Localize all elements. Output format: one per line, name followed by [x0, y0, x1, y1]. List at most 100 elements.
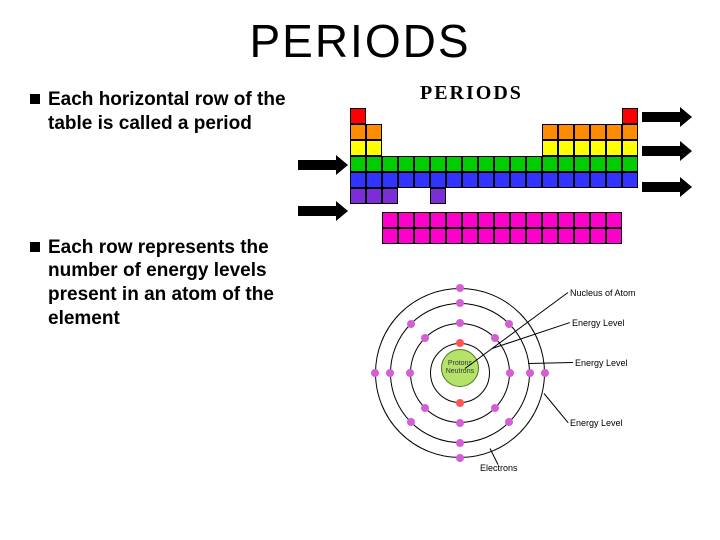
ptable-cell — [590, 140, 606, 156]
ptable-cell — [430, 188, 446, 204]
ptable-cell — [398, 172, 414, 188]
ptable-cell — [606, 156, 622, 172]
ptable-cell — [574, 212, 590, 228]
periodic-table-label: PERIODS — [420, 82, 523, 105]
bullet-icon — [30, 94, 40, 104]
ptable-cell — [526, 212, 542, 228]
ptable-cell — [462, 212, 478, 228]
period-arrow-icon — [642, 182, 682, 192]
ptable-cell — [542, 212, 558, 228]
period-arrow-icon — [298, 160, 338, 170]
ptable-cell — [574, 228, 590, 244]
ptable-cell — [382, 172, 398, 188]
ptable-cell — [510, 228, 526, 244]
period-arrow-icon — [642, 146, 682, 156]
annotation-label: Energy Level — [572, 318, 625, 328]
ptable-cell — [590, 124, 606, 140]
slide-title: PERIODS — [0, 0, 720, 68]
electron — [456, 454, 464, 462]
annotation-label: Nucleus of Atom — [570, 288, 636, 298]
atom-diagram: Protons Neutrons Nucleus of Atom Energy L… — [320, 278, 680, 478]
atom-rings: Protons Neutrons — [380, 288, 550, 458]
annotation-label: Energy Level — [575, 358, 628, 368]
ptable-cell — [494, 172, 510, 188]
ptable-cell — [350, 172, 366, 188]
ptable-cell — [366, 188, 382, 204]
ptable-cell — [606, 172, 622, 188]
ptable-cell — [430, 228, 446, 244]
ptable-cell — [590, 228, 606, 244]
annotation-line — [528, 362, 573, 364]
ptable-cell — [366, 156, 382, 172]
ptable-cell — [414, 172, 430, 188]
ptable-cell — [558, 140, 574, 156]
bullet-text: Each row represents the number of energy… — [48, 236, 310, 331]
ptable-cell — [350, 140, 366, 156]
ptable-cell — [478, 228, 494, 244]
ptable-cell — [574, 140, 590, 156]
ptable-cell — [590, 212, 606, 228]
ptable-cell — [398, 156, 414, 172]
ptable-cell — [622, 156, 638, 172]
bullet-item: Each row represents the number of energy… — [30, 236, 310, 331]
content-area: Each horizontal row of the table is call… — [0, 68, 720, 478]
figures-column: PERIODS Protons Neutrons Nucleus of Atom… — [320, 88, 680, 478]
ptable-cell — [350, 124, 366, 140]
ptable-cell — [478, 172, 494, 188]
annotation-label: Electrons — [480, 463, 518, 473]
ptable-cell — [558, 172, 574, 188]
ptable-cell — [510, 156, 526, 172]
ptable-cell — [382, 188, 398, 204]
ptable-cell — [350, 156, 366, 172]
ptable-cell — [510, 172, 526, 188]
ptable-cell — [382, 156, 398, 172]
ptable-cell — [622, 172, 638, 188]
ptable-cell — [398, 228, 414, 244]
ptable-cell — [350, 108, 366, 124]
ptable-cell — [382, 212, 398, 228]
ptable-cell — [622, 124, 638, 140]
ptable-cell — [430, 172, 446, 188]
annotation-label: Energy Level — [570, 418, 623, 428]
ptable-cell — [622, 108, 638, 124]
ptable-cell — [606, 212, 622, 228]
ptable-cell — [606, 124, 622, 140]
ptable-cell — [366, 172, 382, 188]
ptable-cell — [558, 156, 574, 172]
ptable-cell — [590, 172, 606, 188]
period-arrow-icon — [298, 206, 338, 216]
ptable-cell — [606, 228, 622, 244]
ptable-cell — [382, 228, 398, 244]
ptable-cell — [574, 124, 590, 140]
ptable-cell — [478, 212, 494, 228]
ptable-cell — [542, 228, 558, 244]
period-arrow-icon — [642, 112, 682, 122]
ptable-cell — [542, 140, 558, 156]
bullet-list: Each horizontal row of the table is call… — [30, 88, 310, 478]
ptable-cell — [462, 228, 478, 244]
ptable-cell — [366, 140, 382, 156]
ptable-cell — [526, 172, 542, 188]
ptable-cell — [414, 156, 430, 172]
ptable-cell — [574, 172, 590, 188]
ptable-cell — [462, 172, 478, 188]
ptable-cell — [462, 156, 478, 172]
ptable-cell — [574, 156, 590, 172]
ptable-cell — [558, 124, 574, 140]
ptable-cell — [558, 228, 574, 244]
bullet-text: Each horizontal row of the table is call… — [48, 88, 310, 136]
ptable-cell — [494, 228, 510, 244]
ptable-cell — [446, 228, 462, 244]
ptable-cell — [510, 212, 526, 228]
ptable-cell — [622, 140, 638, 156]
ptable-cell — [606, 140, 622, 156]
ptable-cell — [478, 156, 494, 172]
ptable-cell — [366, 124, 382, 140]
bullet-icon — [30, 242, 40, 252]
ptable-cell — [542, 156, 558, 172]
energy-level-ring — [375, 288, 545, 458]
ptable-cell — [494, 212, 510, 228]
electron — [371, 369, 379, 377]
ptable-cell — [430, 212, 446, 228]
electron — [456, 284, 464, 292]
